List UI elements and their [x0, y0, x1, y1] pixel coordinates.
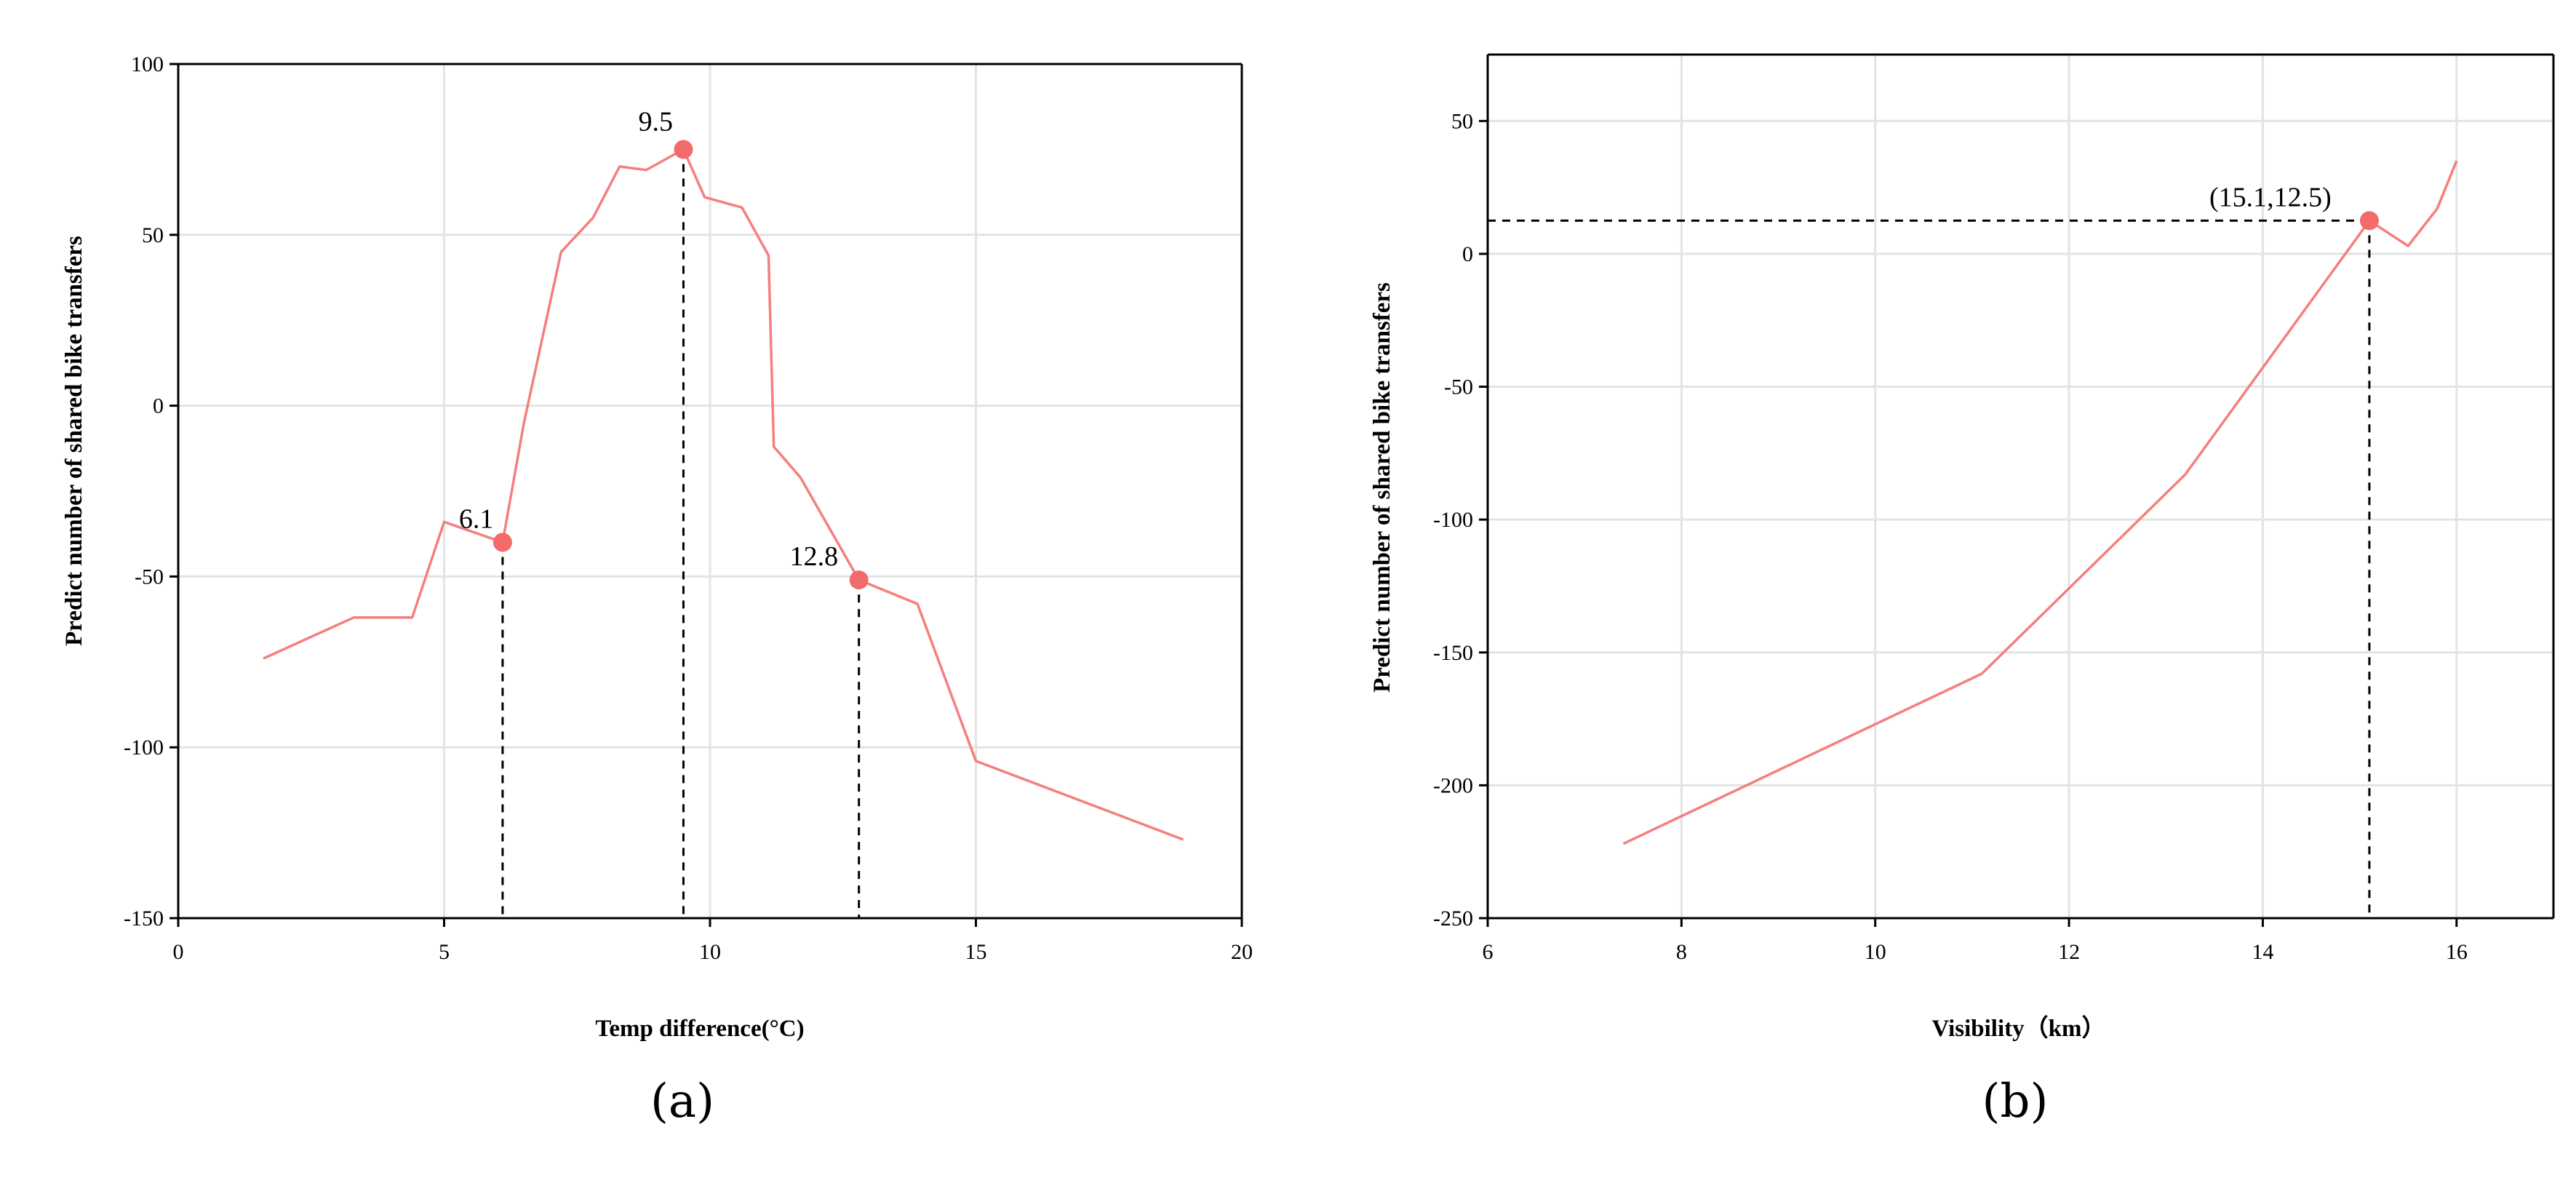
chart-b-series	[1622, 160, 2458, 845]
chart-b-xtick-label: 8	[1676, 940, 1687, 964]
chart-a-series	[263, 148, 1184, 841]
chart-b-ytick-label: -150	[1433, 641, 1473, 665]
chart-b-caption: (b)	[1982, 1075, 2049, 1128]
chart-b-xtick-label: 6	[1483, 940, 1494, 964]
chart-b-xtick-label: 16	[2446, 940, 2468, 964]
chart-a-ytick-label: -150	[124, 907, 164, 931]
chart-a-caption: (a)	[650, 1075, 714, 1128]
chart-a-point-label: 6.1	[459, 503, 494, 534]
chart-a-labels: 6.1 9.5 12.8	[459, 106, 838, 572]
chart-b-ytick-label: -50	[1444, 375, 1473, 399]
chart-b-ticks: 6 8 10 12 14 16 -250 -200 -150 -100 -50 0 50	[1433, 109, 2468, 964]
chart-b-ylabel: Predict number of shared bike transfers	[1369, 282, 1395, 693]
chart-a-ytick-label: -50	[135, 565, 164, 589]
chart-a-highlight-point	[849, 570, 869, 590]
chart-b-ytick-label: 0	[1462, 242, 1473, 266]
chart-b-grid	[1488, 55, 2553, 918]
chart-a-xlabel: Temp difference(°C)	[595, 1016, 804, 1042]
chart-b-ytick-label: -100	[1433, 508, 1473, 532]
chart-a-xtick-label: 15	[965, 940, 987, 964]
chart-a-point-label: 12.8	[790, 541, 839, 572]
chart-b-xtick-label: 14	[2252, 940, 2273, 964]
chart-a-ytick-label: 100	[131, 52, 164, 76]
chart-b-xlabel: Visibility（km）	[1932, 1015, 2106, 1042]
chart-a-xtick-label: 5	[439, 940, 450, 964]
chart-b-ytick-label: -200	[1433, 773, 1473, 797]
chart-a-point-label: 9.5	[638, 106, 673, 137]
chart-b-xtick-label: 12	[2058, 940, 2080, 964]
chart-a-ytick-label: 50	[142, 223, 164, 247]
chart-a-grid	[178, 64, 1242, 918]
chart-a-ytick-label: -100	[124, 736, 164, 760]
chart-a-ytick-label: 0	[153, 394, 164, 418]
chart-b-ytick-label: 50	[1451, 109, 1473, 133]
chart-b-markers	[2359, 211, 2379, 231]
chart-a-xtick-label: 0	[173, 940, 184, 964]
chart-a-xtick-label: 20	[1231, 940, 1253, 964]
chart-b: 6 8 10 12 14 16 -250 -200 -150 -100 -50 0 50 (15.1,1…	[1369, 53, 2555, 1128]
chart-a-highlight-point	[493, 533, 512, 552]
chart-a-series-line	[263, 148, 1184, 841]
chart-a-highlight-point	[674, 140, 693, 159]
chart-a-xtick-label: 10	[699, 940, 721, 964]
chart-b-point-label: (15.1,12.5)	[2209, 182, 2332, 212]
chart-b-series-line	[1622, 160, 2458, 845]
chart-b-xtick-label: 10	[1865, 940, 1886, 964]
chart-b-ytick-label: -250	[1433, 907, 1473, 931]
chart-b-guides	[1488, 219, 2371, 918]
chart-b-axes	[1486, 53, 2555, 920]
chart-a-guides	[501, 149, 861, 918]
chart-b-highlight-point	[2359, 211, 2379, 231]
chart-a-ticks: 0 5 10 15 20 -150 -100 -50 0 50 100	[124, 52, 1253, 964]
chart-a-ylabel: Predict number of shared bike transfers	[61, 236, 87, 646]
chart-b-labels: (15.1,12.5)	[2209, 182, 2332, 212]
chart-a-markers	[493, 140, 869, 590]
chart-a: 0 5 10 15 20 -150 -100 -50 0 50 100 6.1 9.5 12.8 Tem…	[61, 52, 1253, 1128]
